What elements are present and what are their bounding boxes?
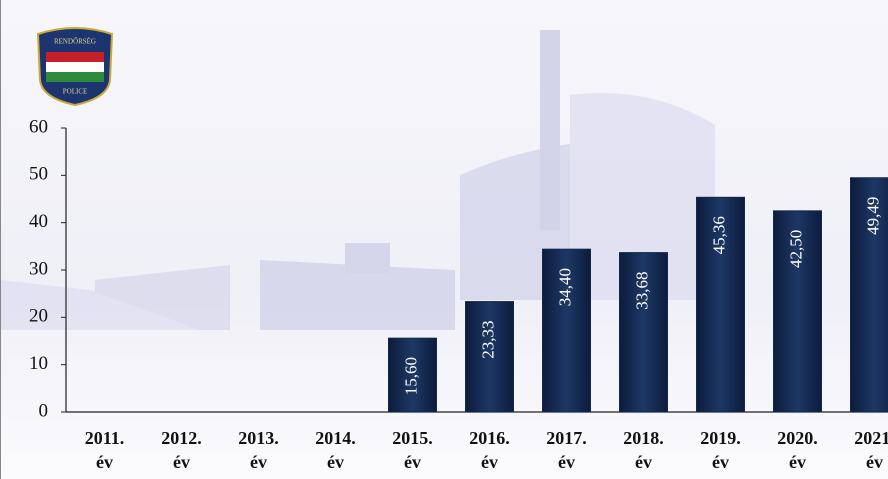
x-tick-label: 2020. év — [777, 428, 818, 472]
x-tick-label: 2021.év — [854, 428, 888, 472]
value-label: 33,68 — [632, 271, 651, 309]
logo-bottom-text: POLICE — [63, 88, 88, 96]
x-tick-label: 2015. év — [392, 428, 433, 472]
bar — [465, 301, 514, 413]
bar — [850, 177, 888, 413]
y-tick-label: 60 — [29, 116, 48, 137]
y-tick-label: 40 — [29, 211, 48, 232]
value-label: 45,36 — [709, 216, 728, 254]
background-buildings — [0, 30, 715, 330]
x-tick-label: 2016. év — [469, 428, 510, 472]
x-tick-label: 2013. év — [238, 428, 279, 472]
bar — [542, 248, 591, 413]
bar — [773, 210, 822, 413]
y-tick-label: 20 — [29, 306, 48, 327]
bar — [388, 337, 437, 413]
x-tick-label: 2019. év — [700, 428, 741, 472]
logo: RENDŐRSÉG POLICE — [36, 27, 114, 107]
x-tick-label: 2018. év — [623, 428, 664, 472]
y-tick-label: 0 — [39, 400, 49, 421]
logo-top-text: RENDŐRSÉG — [54, 38, 96, 46]
value-label: 49,49 — [863, 197, 882, 235]
x-tick-label: 2011. év — [85, 428, 125, 472]
value-label: 23,33 — [478, 320, 497, 358]
x-tick-label: 2017. év — [546, 428, 587, 472]
bar — [619, 252, 668, 413]
y-tick-label: 10 — [29, 353, 48, 374]
value-label: 34,40 — [555, 268, 574, 306]
bar — [696, 196, 745, 413]
y-tick-label: 30 — [29, 258, 48, 279]
value-label: 15,60 — [401, 357, 420, 395]
x-tick-label: 2012. év — [161, 428, 202, 472]
value-label: 42,50 — [786, 230, 805, 268]
y-tick-label: 50 — [29, 164, 48, 185]
x-tick-label: 2014. év — [315, 428, 356, 472]
